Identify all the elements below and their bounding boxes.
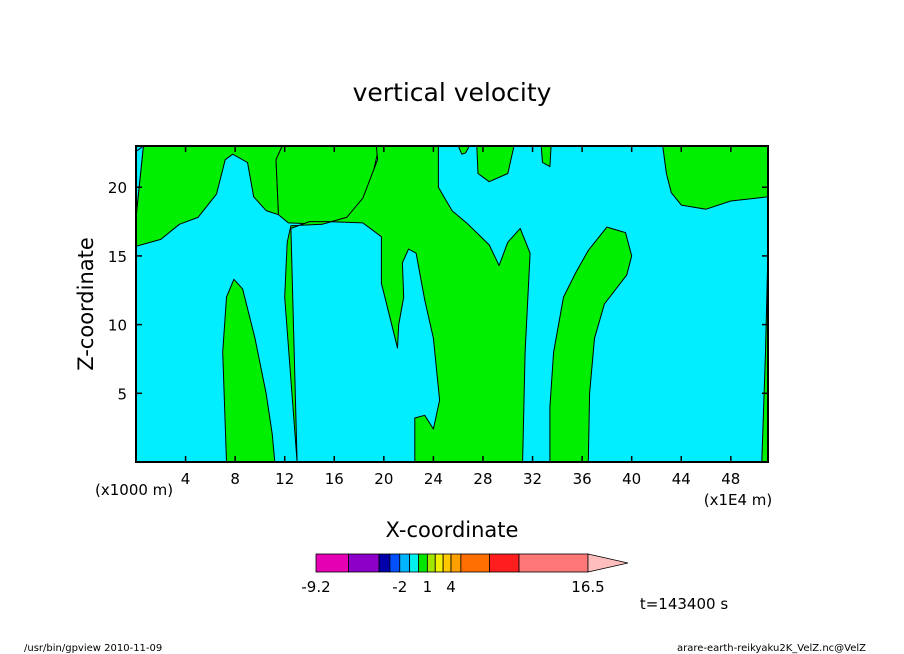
contour-region-11 xyxy=(761,248,768,462)
colorbar-extend-arrow xyxy=(587,553,629,573)
plot-frame xyxy=(135,145,769,463)
colorbar-tick-label: -2 xyxy=(392,578,407,596)
colorbar-box xyxy=(315,553,349,573)
x-tick-label: 44 xyxy=(672,470,691,488)
x-tick-label: 8 xyxy=(230,470,240,488)
colorbar-box xyxy=(389,553,401,573)
colorbar-box xyxy=(426,553,436,573)
chart-title: vertical velocity xyxy=(353,78,552,107)
colorbar-box xyxy=(450,553,462,573)
x-axis-label: X-coordinate xyxy=(386,518,519,542)
y-tick-label: 20 xyxy=(108,179,127,197)
colorbar-box xyxy=(518,553,589,573)
x-unit-right: (x1E4 m) xyxy=(704,491,773,509)
footer-right: arare-earth-reikyaku2K_VelZ.nc@VelZ xyxy=(677,643,866,654)
contour-regions xyxy=(136,146,768,462)
colorbar-box xyxy=(489,553,520,573)
contour-region-5 xyxy=(284,146,531,462)
x-unit-left: (x1000 m) xyxy=(95,481,173,499)
colorbar-box xyxy=(442,553,452,573)
y-tick-label: 15 xyxy=(108,248,127,266)
colorbar-box xyxy=(399,553,411,573)
colorbar-tick-label: -9.2 xyxy=(301,578,330,596)
x-tick-label: 12 xyxy=(275,470,294,488)
colorbar-box xyxy=(378,553,391,573)
y-tick-label: 10 xyxy=(108,317,127,335)
colorbar-box xyxy=(348,553,380,573)
contour-region-9 xyxy=(549,226,633,462)
colorbar-box xyxy=(418,553,428,573)
x-tick-label: 32 xyxy=(523,470,542,488)
x-tick-label: 16 xyxy=(325,470,344,488)
colorbar-tick-label: 1 xyxy=(423,578,433,596)
footer-left: /usr/bin/gpview 2010-11-09 xyxy=(24,643,162,654)
x-tick-label: 48 xyxy=(721,470,740,488)
contour-region-8 xyxy=(540,146,552,168)
y-axis-label: Z-coordinate xyxy=(74,237,98,371)
contour-region-2 xyxy=(136,146,144,218)
colorbar-box xyxy=(409,553,419,573)
x-tick-label: 4 xyxy=(181,470,191,488)
y-tick-label: 5 xyxy=(117,385,127,403)
colorbar-tick-label: 16.5 xyxy=(571,578,604,596)
x-tick-label: 20 xyxy=(374,470,393,488)
colorbar-box xyxy=(434,553,444,573)
contour-region-6 xyxy=(476,146,515,183)
contour-region-10 xyxy=(662,146,768,210)
contour-region-4 xyxy=(222,278,276,462)
x-tick-label: 36 xyxy=(573,470,592,488)
colorbar-box xyxy=(460,553,490,573)
colorbar: -9.2 -2 1 4 16.5 xyxy=(301,553,629,596)
colorbar-tick-label: 4 xyxy=(446,578,456,596)
x-tick-label: 40 xyxy=(622,470,641,488)
contour-region-7 xyxy=(457,146,470,155)
x-tick-label: 24 xyxy=(424,470,443,488)
x-tick-label: 28 xyxy=(473,470,492,488)
time-label: t=143400 s xyxy=(640,595,728,613)
